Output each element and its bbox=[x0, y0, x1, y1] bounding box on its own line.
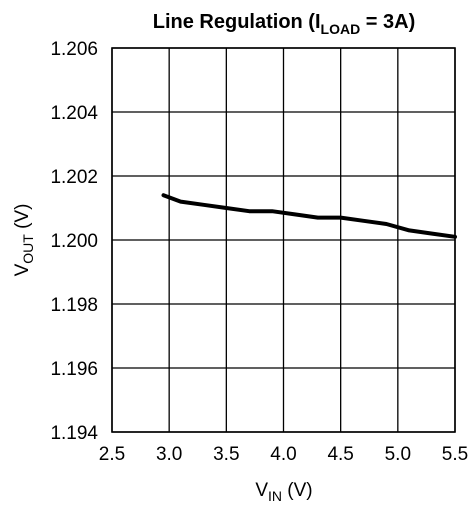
y-tick-label: 1.200 bbox=[50, 231, 98, 252]
y-tick-label: 1.198 bbox=[50, 295, 98, 316]
x-tick-label: 5.0 bbox=[385, 444, 411, 465]
x-axis-label-main: V bbox=[255, 480, 268, 501]
chart-title-subscript: LOAD bbox=[321, 21, 361, 37]
plot-frame bbox=[111, 47, 456, 433]
y-tick-label: 1.196 bbox=[50, 359, 98, 380]
y-axis-label-subscript: OUT bbox=[20, 234, 36, 264]
series-group bbox=[161, 193, 457, 239]
x-tick-label: 4.0 bbox=[270, 444, 296, 465]
x-axis-label-unit: (V) bbox=[282, 480, 313, 501]
series-line bbox=[161, 193, 457, 239]
tick-labels: 2.5 3.0 3.5 4.0 4.5 5.0 5.5 1.194 1.196 1.198 1.20… bbox=[50, 39, 468, 465]
grid bbox=[111, 47, 456, 433]
y-axis-label: VOUT (V) bbox=[12, 204, 36, 277]
y-tick-label: 1.204 bbox=[50, 103, 98, 124]
x-tick-label: 3.0 bbox=[156, 444, 182, 465]
x-axis-label-subscript: IN bbox=[268, 488, 282, 504]
y-tick-label: 1.202 bbox=[50, 167, 98, 188]
x-axis-label: VIN (V) bbox=[255, 480, 312, 504]
chart-title-suffix: = 3A) bbox=[360, 11, 415, 33]
chart-title-prefix: Line Regulation (I bbox=[153, 11, 321, 33]
x-tick-label: 5.5 bbox=[442, 444, 468, 465]
x-tick-label: 2.5 bbox=[99, 444, 125, 465]
y-axis-label-unit: (V) bbox=[12, 204, 33, 235]
chart-title: Line Regulation (ILOAD = 3A) bbox=[153, 11, 415, 37]
y-tick-label: 1.194 bbox=[50, 423, 98, 444]
y-axis-label-main: V bbox=[12, 263, 33, 276]
x-tick-label: 3.5 bbox=[213, 444, 239, 465]
x-tick-label: 4.5 bbox=[327, 444, 353, 465]
y-tick-label: 1.206 bbox=[50, 39, 98, 60]
